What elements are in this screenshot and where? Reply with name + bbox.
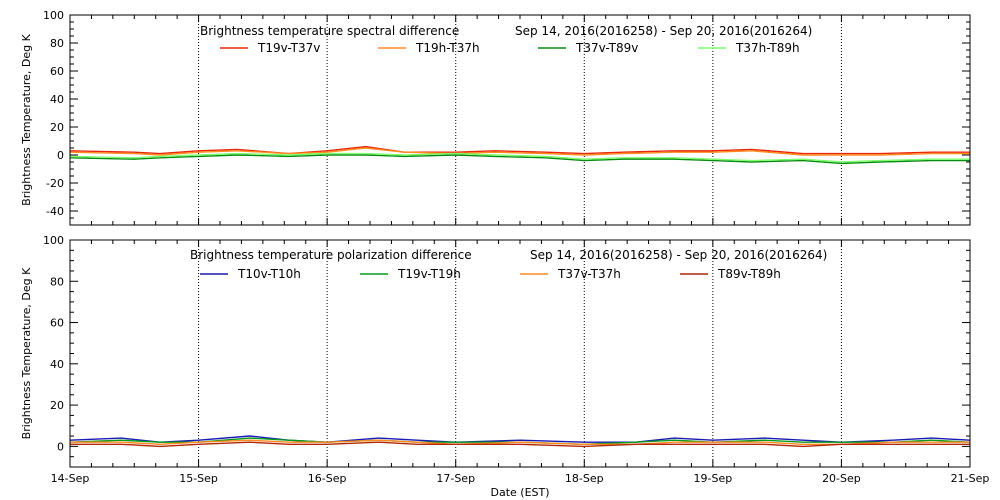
y-tick-label: 60 (50, 65, 64, 78)
y-tick-label: -20 (46, 177, 64, 190)
series-line-T37h-T89h (69, 152, 970, 163)
legend-label: T19v-T19h (397, 267, 461, 281)
y-axis-title: Brightness Temperature, Deg K (20, 33, 33, 205)
legend-label: T37h-T89h (735, 41, 800, 55)
series-line-T19v-T37v (69, 145, 970, 155)
legend-label: T37v-T89v (575, 41, 638, 55)
y-tick-label: 20 (50, 121, 64, 134)
x-tick-label: 17-Sep (436, 472, 475, 485)
chart-title: Brightness temperature polarization diff… (190, 248, 472, 262)
date-range-label: Sep 14, 2016(2016258) - Sep 20, 2016(201… (515, 24, 812, 38)
y-tick-label: 0 (57, 440, 64, 453)
x-tick-label: 19-Sep (694, 472, 733, 485)
chart-panel-2: 0 20 40 60 80 100 Brightness Temperature, Deg … (20, 234, 989, 499)
plot-frame (69, 239, 971, 468)
legend-label: T37v-T37h (557, 267, 621, 281)
legend-label: T19v-T37v (257, 41, 320, 55)
x-tick-label: 15-Sep (179, 472, 218, 485)
x-tick-label: 21-Sep (951, 472, 990, 485)
x-tick-label: 18-Sep (565, 472, 604, 485)
x-axis-title: Date (EST) (490, 486, 549, 499)
y-tick-label: 80 (50, 275, 64, 288)
series-line-T89v-T89h (70, 441, 970, 448)
series-line-T19h-T37h (69, 147, 970, 156)
y-tick-label: 20 (50, 399, 64, 412)
x-tick-label: 20-Sep (822, 472, 861, 485)
y-tick-label: 40 (50, 358, 64, 371)
y-tick-label: 40 (50, 93, 64, 106)
plot-frame (69, 14, 971, 226)
y-tick-label: 100 (43, 234, 64, 247)
y-tick-label: 80 (50, 37, 64, 50)
x-tick-label: 14-Sep (51, 472, 90, 485)
y-tick-label: 60 (50, 317, 64, 330)
legend-label: T10v-T10h (237, 267, 301, 281)
legend-label: T19h-T37h (415, 41, 480, 55)
y-tick-label: 100 (43, 9, 64, 22)
series-line-T37v-T89v (69, 154, 970, 165)
date-range-label: Sep 14, 2016(2016258) - Sep 20, 2016(201… (530, 248, 827, 262)
y-tick-label: -40 (46, 205, 64, 218)
legend-label: T89v-T89h (717, 267, 781, 281)
chart-title: Brightness temperature spectral differen… (200, 24, 459, 38)
y-axis-title: Brightness Temperature, Deg K (20, 267, 33, 439)
x-tick-label: 16-Sep (308, 472, 347, 485)
y-tick-label: 0 (57, 149, 64, 162)
chart-panel-1: -40 -20 0 20 40 60 80 100 Brightness Temperature… (20, 9, 971, 226)
